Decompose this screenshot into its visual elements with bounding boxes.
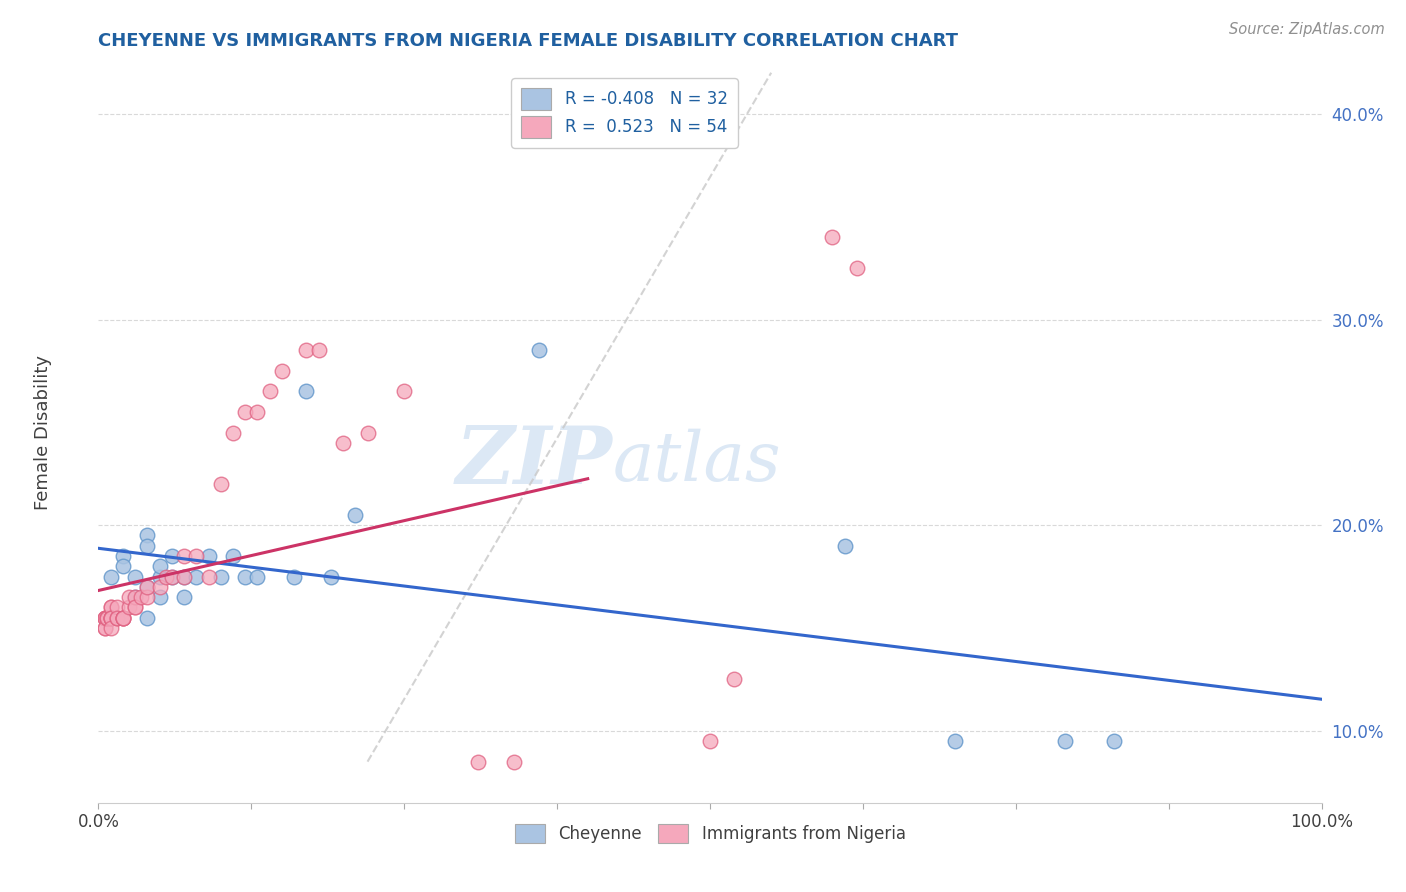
Point (222, 549, 245, 563)
Point (1053, 734, 1076, 748)
Point (295, 343, 318, 358)
Text: CHEYENNE VS IMMIGRANTS FROM NIGERIA FEMALE DISABILITY CORRELATION CHART: CHEYENNE VS IMMIGRANTS FROM NIGERIA FEMA… (98, 32, 959, 50)
Point (834, 539, 856, 553)
Point (93, 611, 115, 625)
Point (124, 590, 146, 604)
Point (209, 477, 232, 491)
Point (319, 569, 342, 583)
Point (136, 528, 159, 542)
Point (118, 600, 141, 615)
Point (124, 600, 146, 615)
Point (149, 569, 172, 583)
Point (209, 569, 232, 583)
Point (197, 569, 219, 583)
Point (149, 559, 172, 574)
Point (197, 549, 219, 563)
Point (186, 569, 208, 583)
Point (124, 600, 146, 615)
Point (100, 611, 122, 625)
Point (124, 590, 146, 604)
Point (111, 559, 134, 574)
Point (246, 405, 269, 419)
Point (100, 611, 122, 625)
Point (270, 364, 294, 378)
Point (155, 569, 177, 583)
Point (356, 425, 378, 440)
Point (173, 569, 195, 583)
Point (723, 673, 745, 687)
Point (845, 261, 868, 276)
Text: atlas: atlas (612, 429, 780, 496)
Point (149, 580, 172, 594)
Point (173, 569, 195, 583)
Point (124, 569, 146, 583)
Point (160, 549, 183, 563)
Point (96, 611, 118, 625)
Text: ZIP: ZIP (456, 424, 612, 501)
Point (295, 384, 318, 399)
Point (160, 569, 183, 583)
Point (259, 384, 281, 399)
Point (93, 621, 115, 635)
Point (527, 343, 550, 358)
Point (233, 405, 256, 419)
Point (129, 590, 152, 604)
Point (93, 621, 115, 635)
Legend: Cheyenne, Immigrants from Nigeria: Cheyenne, Immigrants from Nigeria (508, 817, 912, 850)
Point (160, 569, 183, 583)
Point (136, 539, 159, 553)
Point (118, 590, 141, 604)
Point (100, 621, 122, 635)
Point (149, 590, 172, 604)
Point (96, 611, 118, 625)
Point (1102, 734, 1125, 748)
Point (246, 569, 269, 583)
Point (100, 569, 122, 583)
Point (111, 611, 134, 625)
Point (943, 734, 966, 748)
Point (186, 549, 208, 563)
Point (233, 569, 256, 583)
Point (111, 611, 134, 625)
Point (332, 436, 354, 450)
Point (111, 611, 134, 625)
Point (344, 508, 367, 522)
Point (699, 734, 721, 748)
Point (392, 384, 416, 399)
Point (93, 611, 115, 625)
Point (111, 611, 134, 625)
Point (173, 549, 195, 563)
Point (96, 611, 118, 625)
Point (503, 755, 526, 769)
Point (283, 569, 305, 583)
Point (136, 590, 159, 604)
Point (821, 230, 844, 244)
Point (136, 611, 159, 625)
Point (105, 611, 128, 625)
Point (136, 580, 159, 594)
Point (111, 549, 134, 563)
Point (100, 611, 122, 625)
Point (100, 600, 122, 615)
Point (105, 600, 128, 615)
Point (100, 600, 122, 615)
Point (173, 590, 195, 604)
Point (308, 343, 330, 358)
Text: Source: ZipAtlas.com: Source: ZipAtlas.com (1229, 22, 1385, 37)
Point (222, 425, 245, 440)
Point (136, 580, 159, 594)
Point (100, 611, 122, 625)
Y-axis label: Female Disability: Female Disability (34, 355, 52, 510)
Point (93, 611, 115, 625)
Point (467, 755, 489, 769)
Point (105, 611, 128, 625)
